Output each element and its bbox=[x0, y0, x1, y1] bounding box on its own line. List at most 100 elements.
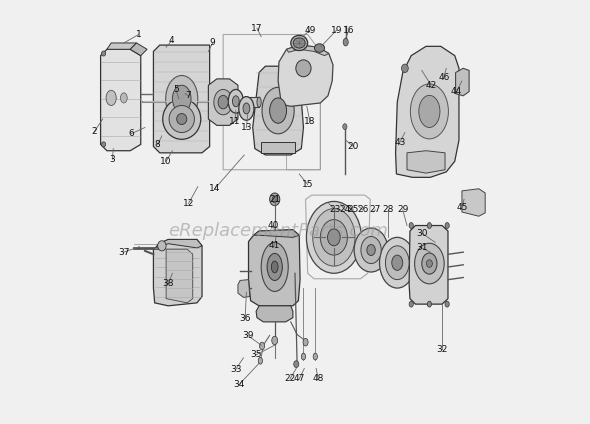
Ellipse shape bbox=[427, 223, 431, 229]
Ellipse shape bbox=[176, 114, 187, 125]
Ellipse shape bbox=[260, 342, 264, 350]
Text: 2: 2 bbox=[91, 127, 97, 136]
Text: 13: 13 bbox=[241, 123, 252, 132]
Ellipse shape bbox=[343, 124, 347, 130]
Ellipse shape bbox=[419, 95, 440, 128]
Ellipse shape bbox=[243, 103, 250, 114]
Ellipse shape bbox=[409, 223, 414, 229]
Text: 8: 8 bbox=[155, 140, 160, 149]
Text: 38: 38 bbox=[162, 279, 174, 288]
Text: 18: 18 bbox=[304, 117, 316, 126]
Text: 15: 15 bbox=[302, 180, 313, 189]
Ellipse shape bbox=[158, 241, 166, 251]
Ellipse shape bbox=[101, 142, 106, 147]
Text: 25: 25 bbox=[348, 205, 359, 215]
Ellipse shape bbox=[294, 361, 299, 368]
Ellipse shape bbox=[270, 193, 280, 206]
Polygon shape bbox=[254, 230, 299, 237]
Text: 31: 31 bbox=[416, 243, 428, 252]
Polygon shape bbox=[409, 226, 448, 304]
Ellipse shape bbox=[422, 253, 437, 274]
Text: 37: 37 bbox=[118, 248, 130, 257]
Ellipse shape bbox=[306, 201, 361, 273]
Polygon shape bbox=[256, 306, 293, 322]
Ellipse shape bbox=[271, 261, 278, 273]
Text: 49: 49 bbox=[304, 26, 316, 35]
Text: 9: 9 bbox=[209, 39, 215, 47]
Text: 39: 39 bbox=[242, 331, 254, 340]
Ellipse shape bbox=[270, 98, 287, 123]
Text: 40: 40 bbox=[267, 221, 278, 230]
Ellipse shape bbox=[267, 254, 283, 280]
Ellipse shape bbox=[272, 196, 277, 203]
Text: 21: 21 bbox=[269, 195, 280, 204]
Ellipse shape bbox=[293, 38, 305, 48]
Ellipse shape bbox=[313, 209, 355, 266]
Text: 32: 32 bbox=[437, 345, 448, 354]
Ellipse shape bbox=[169, 106, 195, 133]
Polygon shape bbox=[153, 45, 209, 153]
Ellipse shape bbox=[172, 85, 191, 112]
Ellipse shape bbox=[214, 89, 232, 115]
Text: 36: 36 bbox=[240, 314, 251, 323]
Text: 12: 12 bbox=[183, 199, 194, 208]
Polygon shape bbox=[455, 68, 469, 96]
Text: eReplacementParts.com: eReplacementParts.com bbox=[168, 222, 388, 240]
Polygon shape bbox=[159, 240, 202, 248]
Ellipse shape bbox=[427, 260, 432, 268]
Ellipse shape bbox=[106, 90, 116, 106]
Text: 6: 6 bbox=[128, 129, 134, 138]
Text: 11: 11 bbox=[230, 117, 241, 126]
Polygon shape bbox=[248, 230, 300, 306]
Ellipse shape bbox=[367, 245, 375, 256]
Ellipse shape bbox=[228, 89, 244, 113]
Ellipse shape bbox=[402, 64, 408, 73]
Polygon shape bbox=[208, 79, 238, 126]
Text: 30: 30 bbox=[416, 229, 428, 237]
Text: 17: 17 bbox=[251, 24, 263, 33]
Polygon shape bbox=[153, 240, 202, 306]
Text: 35: 35 bbox=[250, 350, 262, 360]
Text: 14: 14 bbox=[209, 184, 221, 193]
Ellipse shape bbox=[272, 336, 278, 345]
Polygon shape bbox=[101, 49, 141, 151]
Text: 16: 16 bbox=[343, 26, 355, 35]
Text: 47: 47 bbox=[294, 374, 305, 383]
Polygon shape bbox=[238, 279, 250, 297]
Text: 43: 43 bbox=[394, 138, 405, 147]
Polygon shape bbox=[395, 46, 459, 177]
Ellipse shape bbox=[166, 75, 198, 122]
Ellipse shape bbox=[427, 301, 431, 307]
Ellipse shape bbox=[291, 35, 307, 50]
Text: 33: 33 bbox=[230, 365, 241, 374]
Ellipse shape bbox=[327, 229, 340, 246]
Ellipse shape bbox=[379, 237, 415, 288]
Ellipse shape bbox=[101, 51, 106, 56]
Ellipse shape bbox=[262, 87, 294, 134]
Ellipse shape bbox=[257, 97, 261, 107]
Ellipse shape bbox=[236, 97, 240, 107]
Ellipse shape bbox=[296, 60, 311, 77]
Text: 28: 28 bbox=[382, 205, 394, 215]
Text: 5: 5 bbox=[173, 85, 179, 94]
Polygon shape bbox=[253, 66, 303, 155]
Text: 44: 44 bbox=[451, 87, 462, 96]
Polygon shape bbox=[107, 43, 136, 49]
Text: 27: 27 bbox=[369, 205, 381, 215]
Ellipse shape bbox=[415, 243, 444, 284]
Ellipse shape bbox=[301, 353, 306, 360]
Text: 23: 23 bbox=[329, 205, 341, 215]
Polygon shape bbox=[238, 97, 259, 107]
Polygon shape bbox=[407, 151, 445, 173]
Ellipse shape bbox=[354, 228, 388, 272]
Polygon shape bbox=[166, 249, 193, 303]
Text: 10: 10 bbox=[160, 157, 172, 166]
Ellipse shape bbox=[163, 99, 201, 139]
Ellipse shape bbox=[261, 243, 289, 291]
Text: 22: 22 bbox=[284, 374, 296, 383]
Ellipse shape bbox=[258, 357, 263, 364]
Text: 42: 42 bbox=[425, 81, 437, 90]
Ellipse shape bbox=[385, 246, 409, 279]
Text: 4: 4 bbox=[169, 36, 175, 45]
Text: 3: 3 bbox=[110, 155, 115, 164]
